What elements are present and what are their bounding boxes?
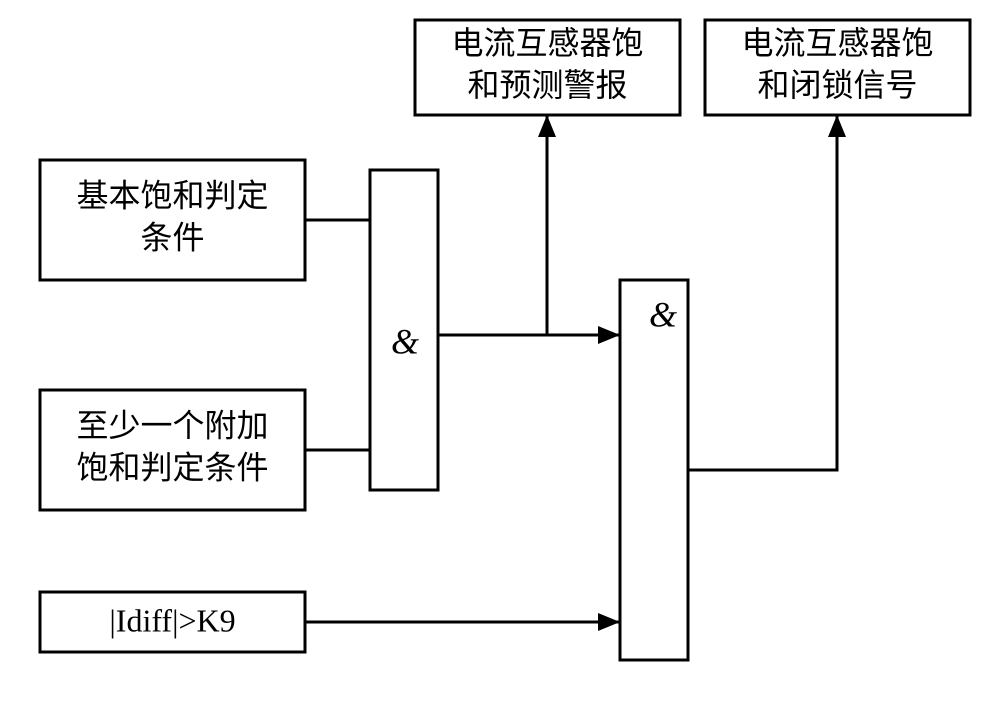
input-basic-saturation-label-line-0: 基本饱和判定: [76, 177, 268, 213]
input-idiff-label: |Idiff|>K9: [109, 602, 235, 638]
and-gate-2-symbol: &: [649, 294, 677, 334]
output-block-label-line-0: 电流互感器饱: [741, 25, 933, 61]
output-block-label-line-1: 和闭锁信号: [757, 67, 917, 103]
and-gate-1-symbol: &: [391, 321, 419, 361]
edge-and2-out2: [688, 115, 837, 470]
input-basic-saturation-label-line-1: 条件: [140, 219, 204, 255]
input-additional-saturation-label-line-1: 饱和判定条件: [76, 449, 268, 485]
input-additional-saturation-label-line-0: 至少一个附加: [76, 407, 268, 443]
output-alarm-label-line-0: 电流互感器饱: [451, 25, 643, 61]
output-alarm-label-line-1: 和预测警报: [467, 67, 627, 103]
and-gate-2-box: [620, 280, 688, 660]
